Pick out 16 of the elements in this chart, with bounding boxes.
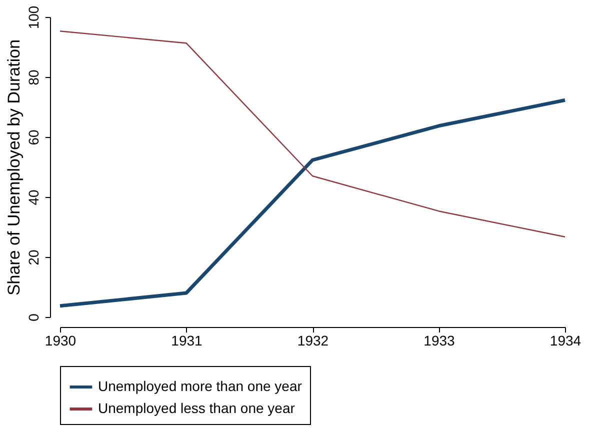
x-tick-label: 1932	[297, 332, 329, 348]
x-tick-label: 1933	[424, 332, 456, 348]
line-series	[59, 30, 566, 238]
y-tick-label: 100	[26, 6, 42, 30]
legend-label: Unemployed more than one year	[98, 378, 302, 394]
y-tick-label: 20	[26, 250, 42, 266]
y-tick-label: 40	[26, 190, 42, 206]
y-tick-label: 60	[26, 130, 42, 146]
x-tick-label: 1931	[171, 332, 203, 348]
y-axis-title: Share of Unemployed by Duration	[4, 39, 24, 296]
x-tick-label: 1934	[550, 332, 582, 348]
line-series	[58, 98, 567, 308]
x-tick-label: 1930	[44, 332, 76, 348]
y-tick-label: 80	[26, 70, 42, 86]
y-tick-label: 0	[26, 313, 42, 322]
legend-label: Unemployed less than one year	[98, 400, 296, 416]
